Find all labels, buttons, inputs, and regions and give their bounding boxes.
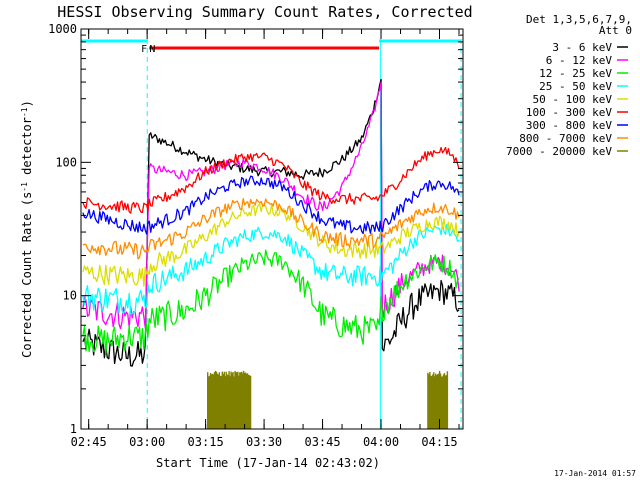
series-line [82, 175, 460, 235]
x-axis-label: Start Time (17-Jan-14 02:43:02) [156, 456, 380, 470]
legend-header: Att 0 [599, 24, 632, 37]
y-tick-label: 10 [63, 289, 77, 303]
legend-label: 100 - 300 keV [526, 106, 612, 119]
plot-frame [80, 28, 464, 430]
flag-marker: F [141, 44, 147, 55]
x-tick-label: 03:30 [246, 435, 282, 449]
x-tick-label: 03:00 [129, 435, 165, 449]
x-tick-label: 04:15 [421, 435, 457, 449]
plot-border [80, 28, 464, 430]
chart-title: HESSI Observing Summary Count Rates, Cor… [57, 3, 472, 21]
flag-marker: N [149, 44, 155, 55]
legend-label: 6 - 12 keV [546, 54, 613, 67]
x-tick-label: 02:45 [71, 435, 107, 449]
x-tick-label: 03:15 [188, 435, 224, 449]
legend-label: 300 - 800 keV [526, 119, 612, 132]
x-tick-label: 04:00 [363, 435, 399, 449]
y-axis-label-part: -1 [20, 107, 29, 117]
attenuator-burst [207, 370, 252, 429]
series-line [82, 197, 460, 260]
series-line [82, 81, 460, 330]
y-axis-label-part: Corrected Count Rate (s [20, 192, 34, 358]
legend-label: 7000 - 20000 keV [506, 145, 612, 158]
series-line [82, 78, 460, 367]
series-line [82, 249, 460, 355]
y-tick-label: 100 [55, 155, 77, 169]
x-tick-label: 03:45 [304, 435, 340, 449]
y-axis-label-part: detector [20, 117, 34, 182]
legend-label: 3 - 6 keV [552, 41, 612, 54]
legend-label: 800 - 7000 keV [519, 132, 612, 145]
series-line [82, 146, 460, 214]
y-axis-label-part: -1 [20, 182, 29, 192]
timestamp: 17-Jan-2014 01:57 [554, 469, 636, 478]
y-axis-label: Corrected Count Rate (s-1 detector-1) [20, 100, 35, 358]
y-tick-label: 1 [70, 422, 77, 436]
legend-label: 50 - 100 keV [533, 93, 613, 106]
series-line [82, 222, 460, 315]
x-axis: 02:45 03:00 03:15 03:30 03:45 04:00 04:15 [71, 29, 460, 449]
attenuator-burst [427, 370, 449, 429]
legend-label: 25 - 50 keV [539, 80, 612, 93]
legend-label: 12 - 25 keV [539, 67, 612, 80]
y-axis-label-part: ) [20, 100, 34, 107]
y-tick-label: 1000 [48, 22, 77, 36]
legend-header: Det 1,3,5,6,7,9, [526, 13, 632, 26]
y-axis: 1 10 100 1000 [48, 22, 463, 436]
